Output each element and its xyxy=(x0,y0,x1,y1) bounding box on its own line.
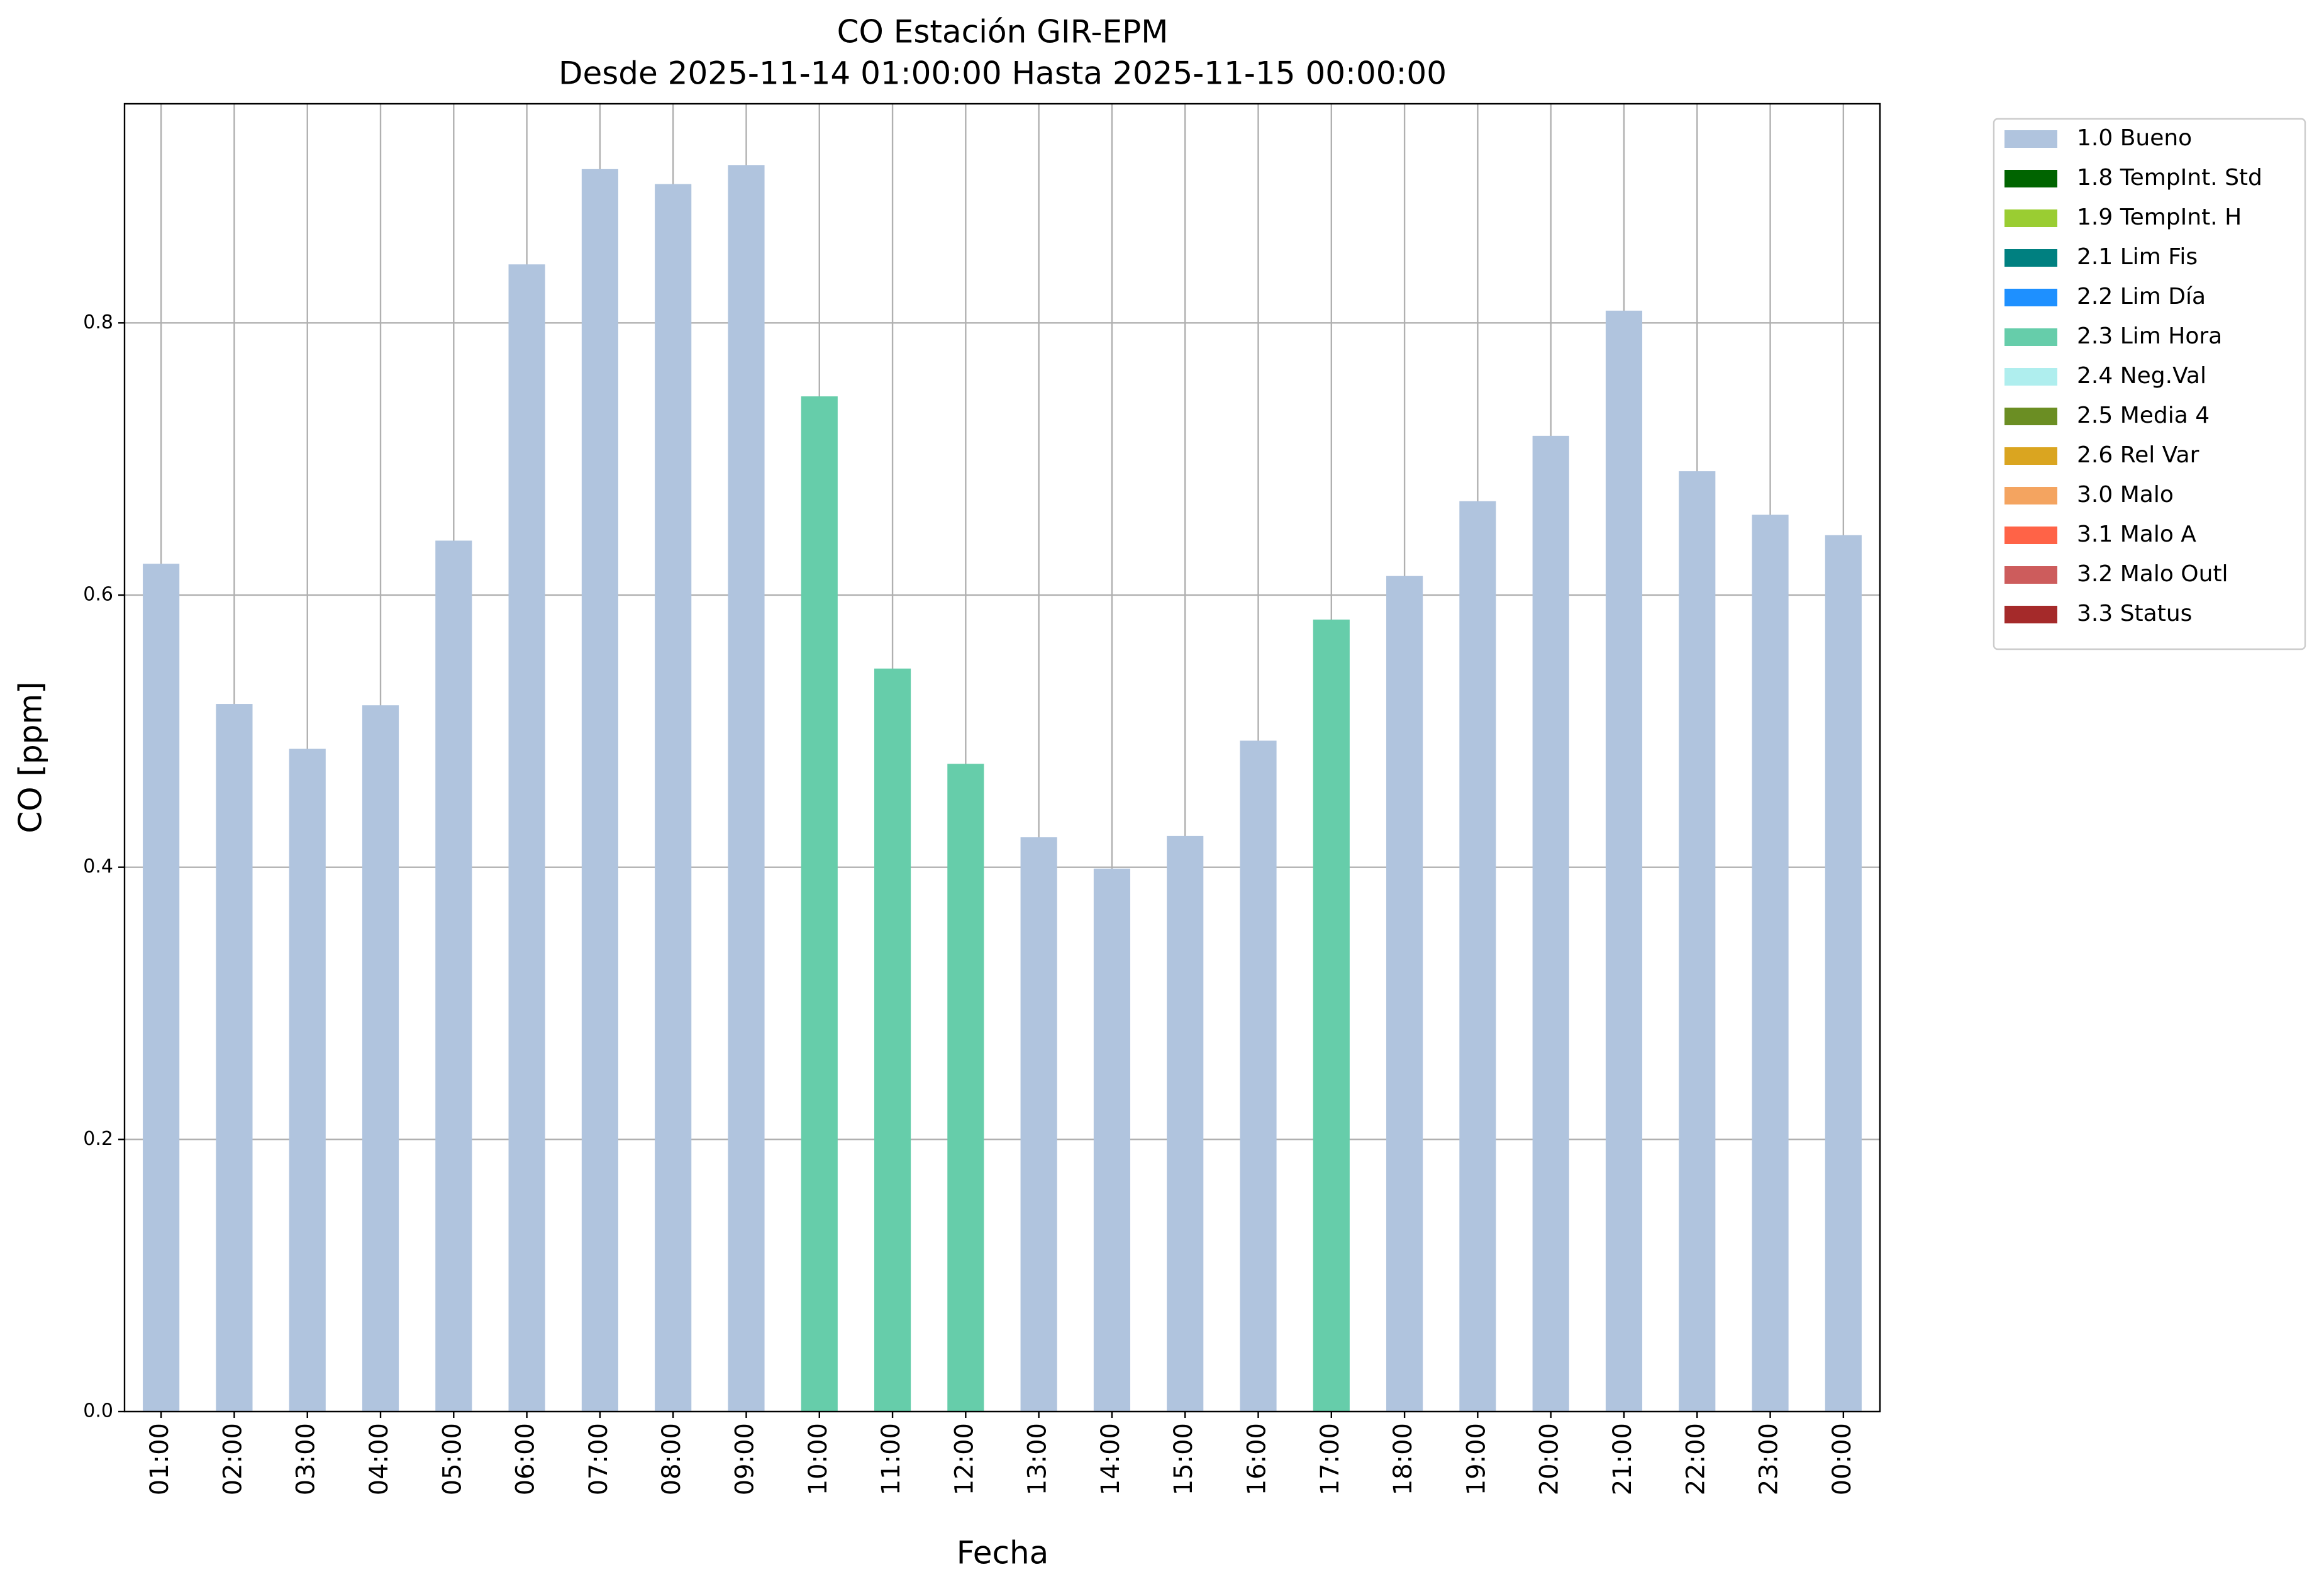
legend-label: 2.3 Lim Hora xyxy=(2077,323,2222,349)
legend: 1.0 Bueno 1.8 TempInt. Std 1.9 TempInt. H 2… xyxy=(1993,118,2306,650)
x-tick-label: 11:00 xyxy=(877,1423,906,1495)
x-tick-label: 13:00 xyxy=(1023,1423,1052,1495)
legend-swatch xyxy=(2004,130,2057,148)
x-tick-label: 22:00 xyxy=(1681,1423,1710,1495)
bar xyxy=(435,540,472,1412)
bar xyxy=(1386,576,1423,1412)
x-tick-label: 09:00 xyxy=(730,1423,759,1495)
x-tick-label: 15:00 xyxy=(1169,1423,1198,1495)
bar xyxy=(289,749,326,1412)
bar xyxy=(1605,310,1643,1412)
legend-swatch xyxy=(2004,566,2057,584)
legend-label: 3.1 Malo A xyxy=(2077,521,2196,547)
y-tick-label: 0.8 xyxy=(83,311,113,333)
legend-swatch xyxy=(2004,170,2057,187)
plot-frame xyxy=(123,103,1881,1413)
bar xyxy=(1020,837,1057,1412)
chart-title: CO Estación GIR-EPM xyxy=(837,14,1169,50)
bar xyxy=(1752,515,1789,1412)
bar xyxy=(1679,471,1716,1412)
x-tick-label: 16:00 xyxy=(1243,1423,1272,1495)
legend-label: 3.3 Status xyxy=(2077,601,2192,627)
x-tick-label: 07:00 xyxy=(584,1423,613,1495)
x-tick-label: 06:00 xyxy=(511,1423,540,1495)
legend-label: 2.5 Media 4 xyxy=(2077,403,2210,428)
x-axis-label: Fecha xyxy=(957,1535,1049,1571)
bar xyxy=(655,184,692,1412)
x-tick-label: 18:00 xyxy=(1389,1423,1418,1495)
x-tick-label: 04:00 xyxy=(365,1423,394,1495)
bar xyxy=(1459,501,1496,1412)
legend-swatch xyxy=(2004,328,2057,346)
bar xyxy=(581,169,618,1412)
bar xyxy=(143,564,180,1412)
legend-swatch xyxy=(2004,368,2057,386)
bar xyxy=(508,264,545,1412)
bar xyxy=(1093,868,1131,1412)
bar xyxy=(1313,619,1350,1412)
y-tick-label: 0.6 xyxy=(83,583,113,605)
x-tick-label: 02:00 xyxy=(218,1423,247,1495)
legend-swatch xyxy=(2004,606,2057,623)
x-tick-label: 10:00 xyxy=(804,1423,833,1495)
chart-subtitle: Desde 2025-11-14 01:00:00 Hasta 2025-11-… xyxy=(559,55,1447,92)
x-tick-label: 08:00 xyxy=(657,1423,686,1495)
legend-label: 2.1 Lim Fis xyxy=(2077,244,2198,270)
x-tick-label: 17:00 xyxy=(1316,1423,1345,1495)
legend-swatch xyxy=(2004,289,2057,306)
y-axis-label: CO [ppm] xyxy=(13,681,49,833)
x-tick-label: 00:00 xyxy=(1828,1423,1857,1495)
x-tick-label: 01:00 xyxy=(145,1423,174,1495)
bar xyxy=(1240,740,1277,1412)
bar xyxy=(728,165,765,1412)
x-tick-label: 05:00 xyxy=(438,1423,467,1495)
bar xyxy=(801,396,838,1412)
x-tick-label: 03:00 xyxy=(292,1423,321,1495)
legend-label: 1.8 TempInt. Std xyxy=(2077,165,2262,191)
legend-label: 3.0 Malo xyxy=(2077,482,2174,508)
bar xyxy=(216,704,253,1412)
x-tick-label: 23:00 xyxy=(1755,1423,1784,1495)
bar xyxy=(362,705,399,1412)
x-tick-label: 20:00 xyxy=(1535,1423,1564,1495)
x-tick-label: 21:00 xyxy=(1608,1423,1637,1495)
bar xyxy=(1825,535,1862,1412)
legend-swatch xyxy=(2004,487,2057,504)
y-tick-label: 0.4 xyxy=(83,856,113,878)
legend-swatch xyxy=(2004,447,2057,465)
bar xyxy=(947,764,984,1412)
legend-swatch xyxy=(2004,408,2057,425)
y-tick-label: 0.2 xyxy=(83,1128,113,1150)
bar xyxy=(1167,835,1204,1412)
legend-swatch xyxy=(2004,527,2057,544)
legend-label: 1.9 TempInt. H xyxy=(2077,204,2242,230)
legend-box xyxy=(1993,118,2306,650)
legend-label: 1.0 Bueno xyxy=(2077,125,2192,151)
legend-label: 3.2 Malo Outl xyxy=(2077,561,2228,587)
bar xyxy=(1532,435,1569,1412)
x-tick-label: 19:00 xyxy=(1462,1423,1491,1495)
legend-label: 2.6 Rel Var xyxy=(2077,442,2199,468)
y-tick-label: 0.0 xyxy=(83,1400,113,1422)
x-tick-label: 12:00 xyxy=(950,1423,979,1495)
legend-label: 2.4 Neg.Val xyxy=(2077,363,2206,389)
bar xyxy=(874,668,911,1412)
legend-swatch xyxy=(2004,249,2057,267)
legend-label: 2.2 Lim Día xyxy=(2077,284,2206,309)
legend-swatch xyxy=(2004,209,2057,227)
x-tick-label: 14:00 xyxy=(1096,1423,1125,1495)
